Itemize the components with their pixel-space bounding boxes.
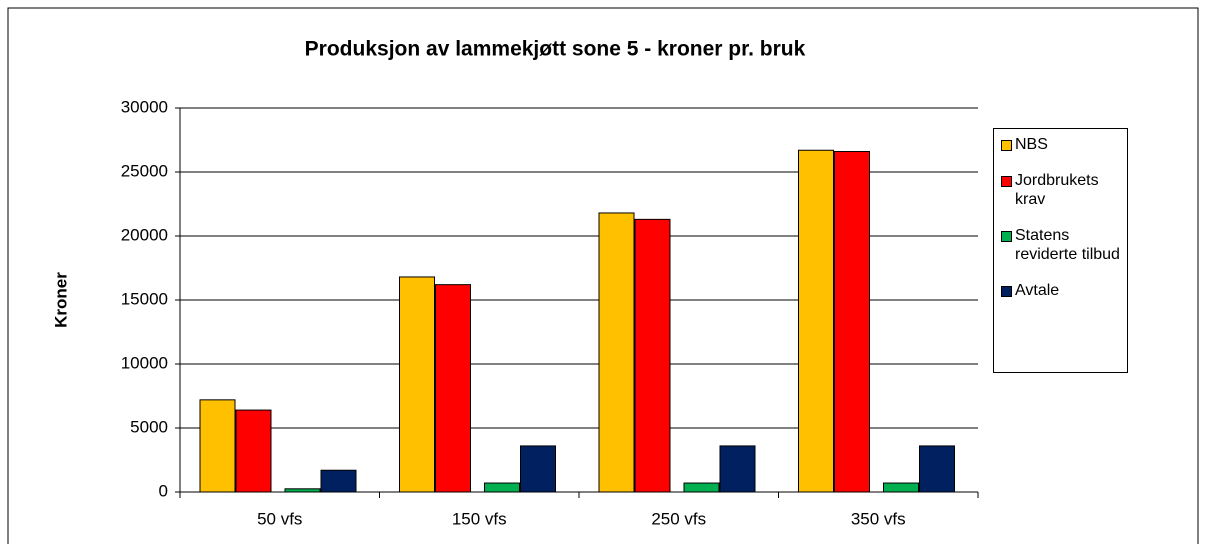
bar <box>320 469 357 493</box>
bar <box>399 276 435 493</box>
legend-label: Statens reviderte tilbud <box>1015 227 1120 263</box>
y-tick-label: 5000 <box>130 417 168 436</box>
chart-title: Produksjon av lammekjøtt sone 5 - kroner… <box>305 38 806 61</box>
y-tick-label: 20000 <box>121 225 168 244</box>
bar <box>634 218 671 493</box>
y-tick-label: 0 <box>159 481 168 500</box>
y-tick-label: 15000 <box>121 289 168 308</box>
bar <box>435 284 471 493</box>
x-tick-label: 150 vfs <box>452 509 507 528</box>
bar <box>834 151 870 493</box>
legend-swatch <box>1001 286 1012 297</box>
legend-swatch <box>1001 176 1012 187</box>
y-tick-label: 10000 <box>121 353 168 372</box>
legend: NBS Jordbrukets krav Statens reviderte til… <box>993 128 1128 373</box>
x-tick-label: 50 vfs <box>257 509 302 528</box>
bar <box>484 482 520 493</box>
bar <box>598 212 635 493</box>
y-axis-label: Kroner <box>51 272 70 328</box>
bar <box>883 482 919 493</box>
x-tick-label: 250 vfs <box>651 509 706 528</box>
legend-label: NBS <box>1015 136 1048 153</box>
legend-label: Jordbrukets krav <box>1015 172 1099 208</box>
bar <box>199 399 236 493</box>
legend-swatch <box>1001 140 1012 151</box>
bar <box>919 445 955 493</box>
legend-item: Statens reviderte tilbud <box>998 226 1123 264</box>
y-tick-label: 25000 <box>121 161 168 180</box>
legend-item: NBS <box>998 135 1123 154</box>
bar <box>798 149 834 493</box>
legend-item: Avtale <box>998 281 1123 300</box>
legend-item: Jordbrukets krav <box>998 171 1123 209</box>
y-tick-label: 30000 <box>121 97 168 116</box>
chart-border <box>7 7 1199 544</box>
bar <box>520 445 556 493</box>
bar <box>719 445 756 493</box>
bar <box>235 409 272 493</box>
legend-label: Avtale <box>1015 282 1060 299</box>
bar <box>683 482 720 493</box>
legend-swatch <box>1001 231 1012 242</box>
x-tick-label: 350 vfs <box>851 509 906 528</box>
